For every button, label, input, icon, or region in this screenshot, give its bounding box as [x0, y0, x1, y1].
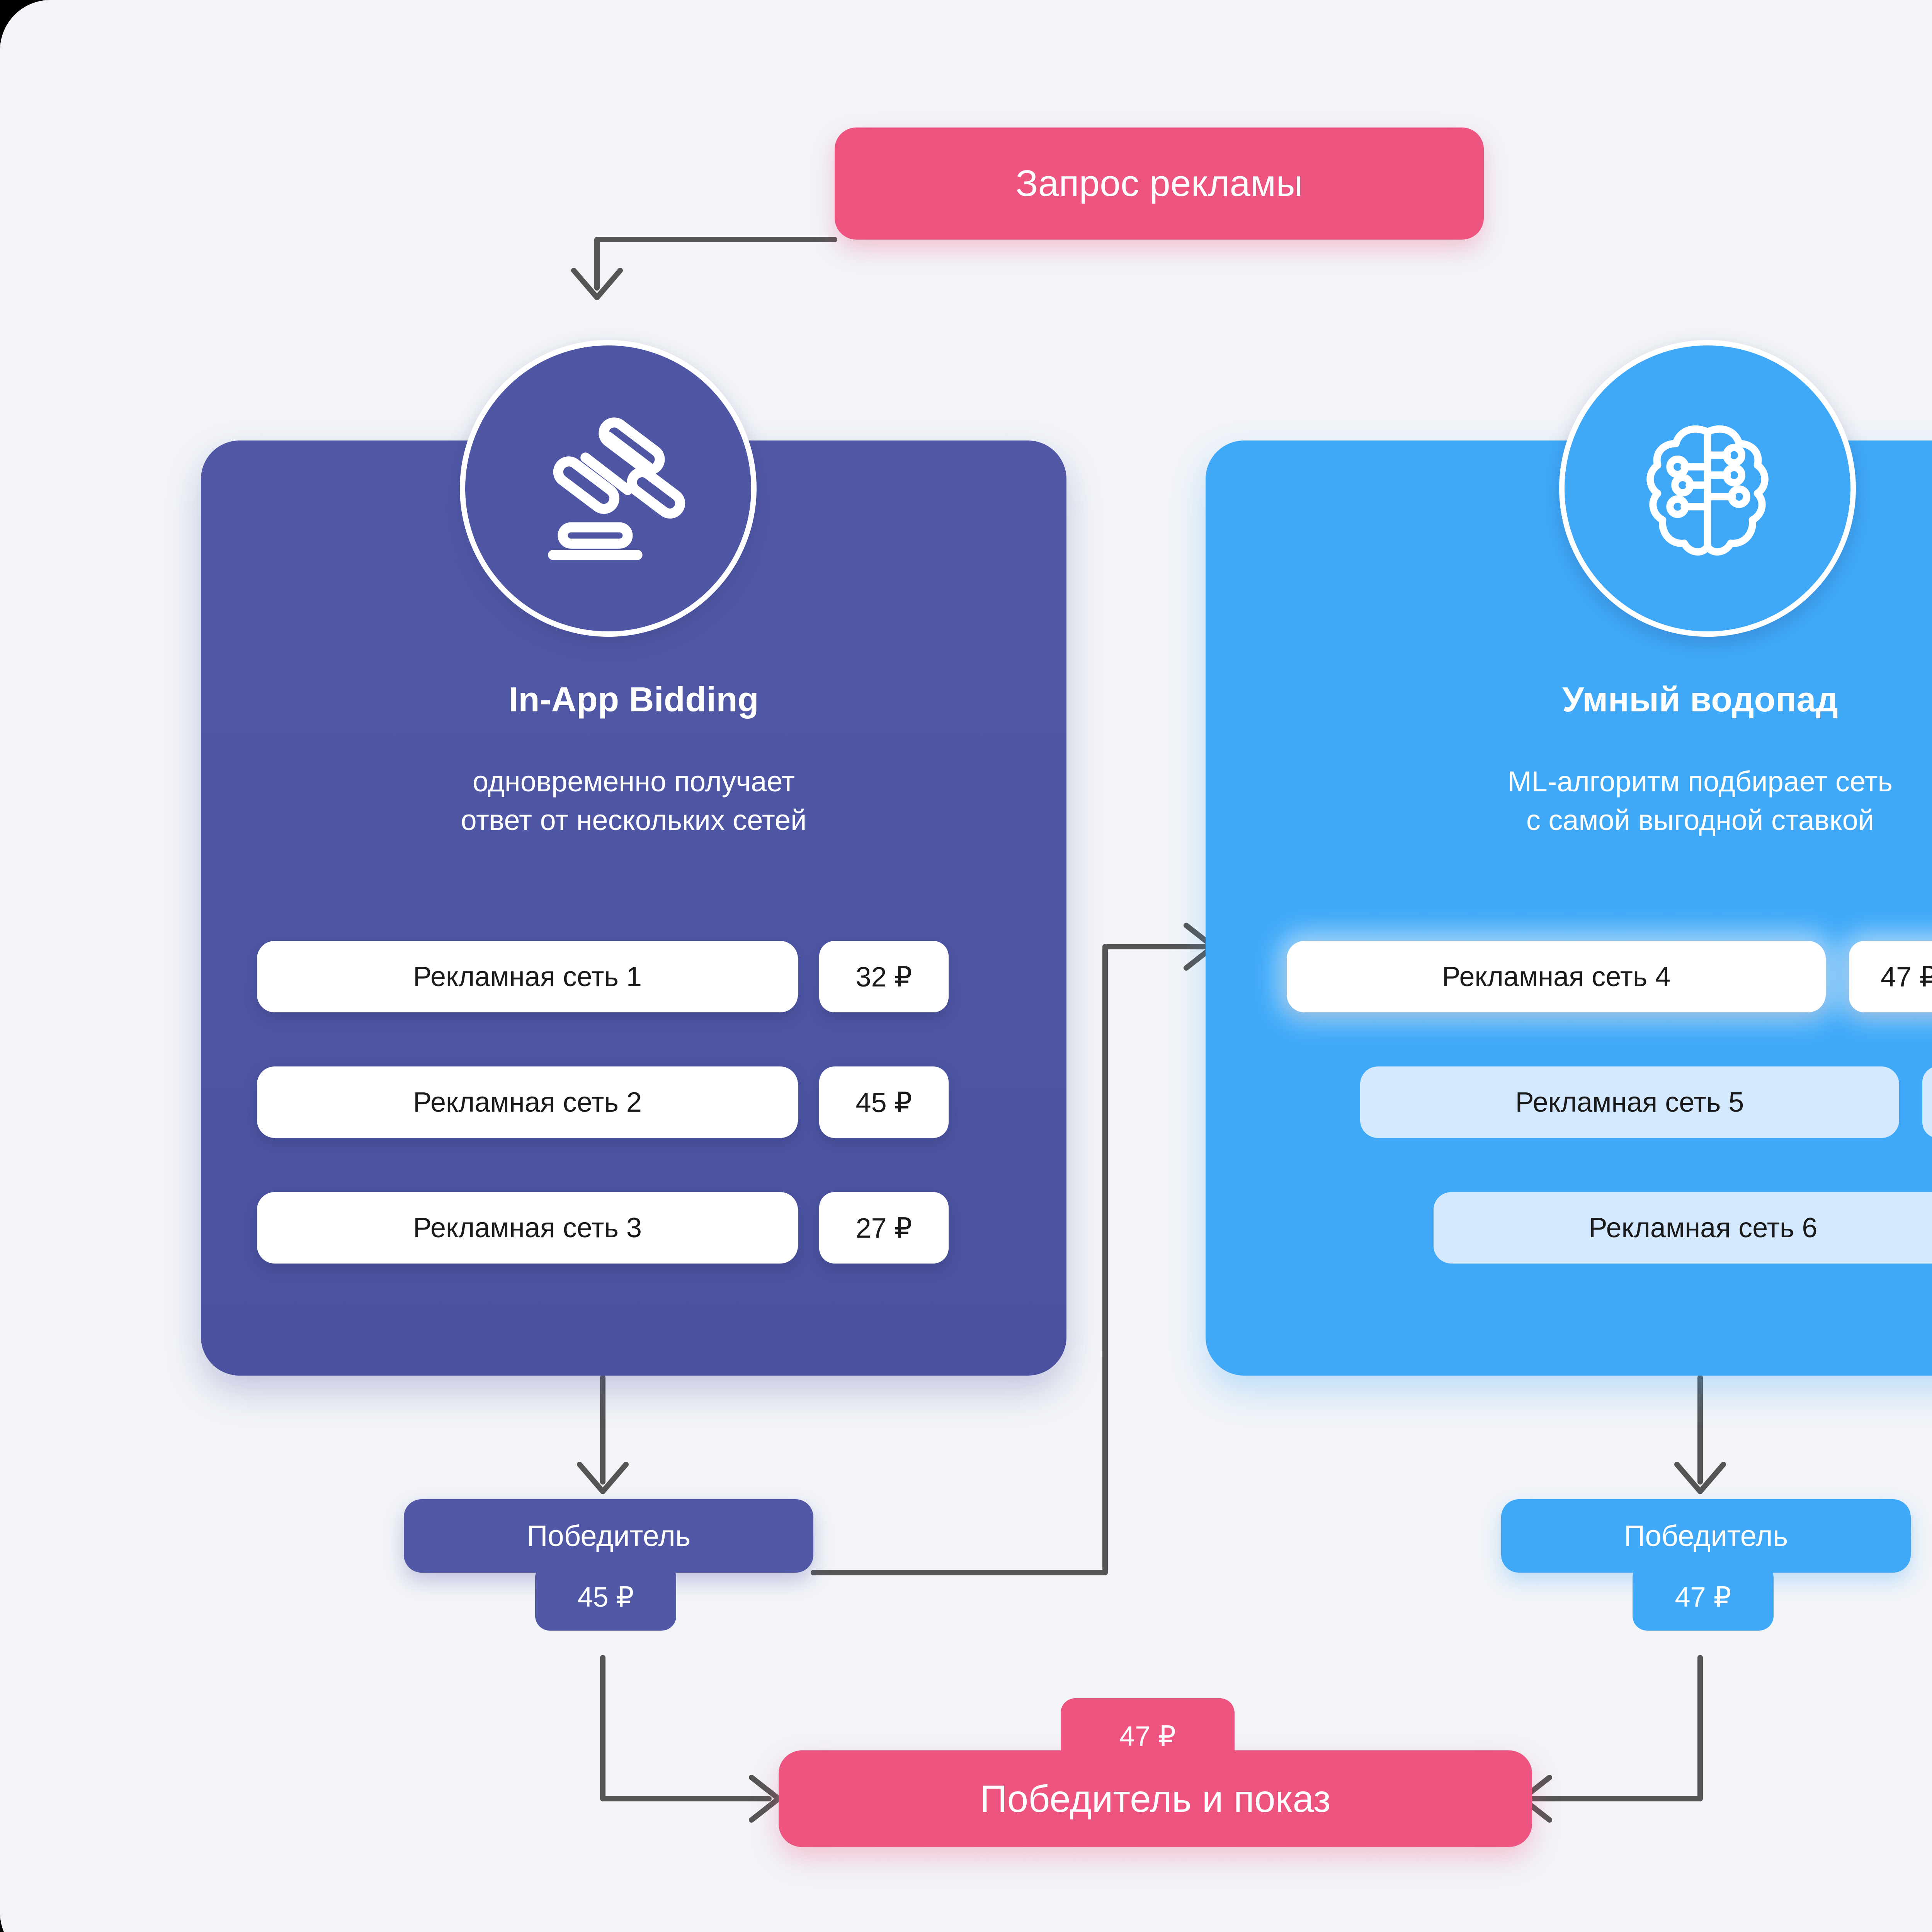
- network-row-6[interactable]: Рекламная сеть 6: [1434, 1192, 1932, 1264]
- in-app-bidding-title: In-App Bidding: [509, 680, 759, 719]
- network-price-3: 27 ₽: [819, 1192, 949, 1264]
- left-winner-amount: 45 ₽: [535, 1563, 676, 1631]
- final-amount-value: 47 ₽: [1119, 1721, 1176, 1752]
- right-winner-amount-value: 47 ₽: [1675, 1582, 1731, 1613]
- arrowhead-bidding-to-winner: [577, 1462, 629, 1494]
- network-price-2-value: 45 ₽: [855, 1087, 912, 1118]
- brain-ai-icon: [1646, 425, 1769, 556]
- network-row-5-label: Рекламная сеть 5: [1515, 1087, 1744, 1118]
- network-row-2-label: Рекламная сеть 2: [413, 1087, 642, 1118]
- in-app-bidding-subtitle-line2: ответ от нескольких сетей: [461, 804, 807, 836]
- gavel-icon: [548, 417, 685, 560]
- ad-request-badge[interactable]: Запрос рекламы: [835, 128, 1484, 240]
- network-row-4[interactable]: Рекламная сеть 4: [1287, 941, 1826, 1012]
- network-price-5: 27 ₽: [1922, 1066, 1932, 1138]
- gavel-icon-circle: [460, 340, 757, 637]
- arrowhead-left-winner-to-final: [749, 1775, 781, 1823]
- smart-waterfall-subtitle-line2: с самой выгодной ставкой: [1526, 804, 1874, 836]
- arrowhead-waterfall-to-winner: [1674, 1462, 1726, 1494]
- network-row-4-label: Рекламная сеть 4: [1442, 961, 1671, 992]
- network-row-1-label: Рекламная сеть 1: [413, 961, 642, 992]
- connector-left-winner-to-final: [600, 1655, 772, 1801]
- in-app-bidding-subtitle-line1: одновременно получает: [473, 765, 795, 798]
- ad-request-label: Запрос рекламы: [1015, 163, 1303, 204]
- smart-waterfall-subtitle-line1: ML-алгоритм подбирает сеть: [1507, 765, 1893, 798]
- left-winner-label: Победитель: [526, 1519, 691, 1553]
- final-winner-label: Победитель и показ: [980, 1777, 1331, 1820]
- left-winner-badge[interactable]: Победитель: [404, 1499, 813, 1573]
- brain-ai-icon-circle: [1559, 340, 1856, 637]
- network-row-3-label: Рекламная сеть 3: [413, 1212, 642, 1243]
- network-price-1: 32 ₽: [819, 941, 949, 1012]
- network-price-2: 45 ₽: [819, 1066, 949, 1138]
- left-winner-amount-value: 45 ₽: [577, 1582, 634, 1613]
- final-winner-badge[interactable]: Победитель и показ: [779, 1750, 1532, 1847]
- network-row-2[interactable]: Рекламная сеть 2: [257, 1066, 798, 1138]
- network-row-5[interactable]: Рекламная сеть 5: [1360, 1066, 1899, 1138]
- smart-waterfall-title: Умный водопад: [1562, 680, 1838, 719]
- network-row-6-label: Рекламная сеть 6: [1588, 1212, 1818, 1243]
- connector-request-to-bidding: [594, 237, 837, 291]
- network-row-3[interactable]: Рекламная сеть 3: [257, 1192, 798, 1264]
- network-price-3-value: 27 ₽: [855, 1213, 912, 1244]
- network-price-1-value: 32 ₽: [855, 961, 912, 993]
- arrowhead-request-to-bidding: [571, 268, 623, 300]
- connector-right-winner-to-final: [1529, 1655, 1703, 1801]
- network-row-1[interactable]: Рекламная сеть 1: [257, 941, 798, 1012]
- right-winner-amount: 47 ₽: [1633, 1563, 1774, 1631]
- right-winner-label: Победитель: [1624, 1519, 1788, 1553]
- network-price-4-value: 47 ₽: [1881, 961, 1932, 993]
- network-price-4: 47 ₽: [1849, 941, 1932, 1012]
- right-winner-badge[interactable]: Победитель: [1501, 1499, 1911, 1573]
